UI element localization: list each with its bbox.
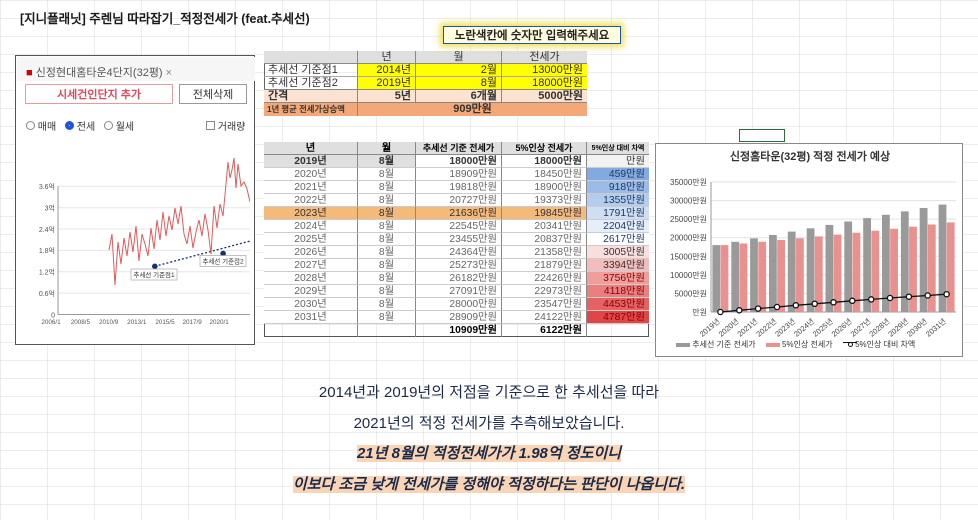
- svg-text:2020년: 2020년: [716, 316, 741, 339]
- svg-text:0.6억: 0.6억: [39, 290, 55, 298]
- svg-text:1.8억: 1.8억: [39, 247, 55, 255]
- svg-text:2025년: 2025년: [810, 316, 835, 339]
- svg-text:추세선 기준점1: 추세선 기준점1: [133, 270, 175, 279]
- svg-text:35000만원: 35000만원: [670, 178, 707, 187]
- svg-text:2031년: 2031년: [923, 316, 948, 339]
- svg-text:2017/9: 2017/9: [182, 319, 202, 326]
- svg-text:3.6억: 3.6억: [39, 183, 55, 191]
- svg-text:2024년: 2024년: [791, 316, 816, 339]
- svg-text:10000만원: 10000만원: [670, 271, 707, 280]
- svg-text:2019년: 2019년: [697, 316, 722, 339]
- svg-text:1.2억: 1.2억: [39, 269, 55, 277]
- svg-text:신정홈타운(32평) 적정 전세가 예상: 신정홈타운(32평) 적정 전세가 예상: [730, 149, 890, 163]
- svg-text:2028년: 2028년: [867, 316, 892, 339]
- svg-text:2023년: 2023년: [773, 316, 798, 339]
- svg-text:2008/5: 2008/5: [71, 319, 91, 326]
- svg-text:추세선 기준점2: 추세선 기준점2: [202, 257, 244, 266]
- svg-text:5000만원: 5000만원: [674, 289, 707, 298]
- svg-text:2006/1: 2006/1: [41, 319, 61, 326]
- svg-text:2020/1: 2020/1: [209, 319, 229, 326]
- svg-text:2022년: 2022년: [754, 316, 779, 339]
- svg-text:2026년: 2026년: [829, 316, 854, 339]
- svg-text:2010/9: 2010/9: [99, 319, 119, 326]
- svg-text:2021년: 2021년: [735, 316, 760, 339]
- svg-text:20000만원: 20000만원: [670, 234, 707, 243]
- svg-text:25000만원: 25000만원: [670, 215, 707, 224]
- svg-text:2013/1: 2013/1: [127, 319, 147, 326]
- svg-text:2029년: 2029년: [886, 316, 911, 339]
- svg-text:만원: 만원: [692, 308, 707, 317]
- svg-text:2027년: 2027년: [848, 316, 873, 339]
- svg-text:30000만원: 30000만원: [670, 197, 707, 206]
- svg-text:2015/5: 2015/5: [155, 319, 175, 326]
- svg-text:2030년: 2030년: [904, 316, 929, 339]
- svg-text:15000만원: 15000만원: [670, 252, 707, 261]
- svg-text:3억: 3억: [45, 205, 55, 213]
- svg-text:2.4억: 2.4억: [39, 226, 55, 234]
